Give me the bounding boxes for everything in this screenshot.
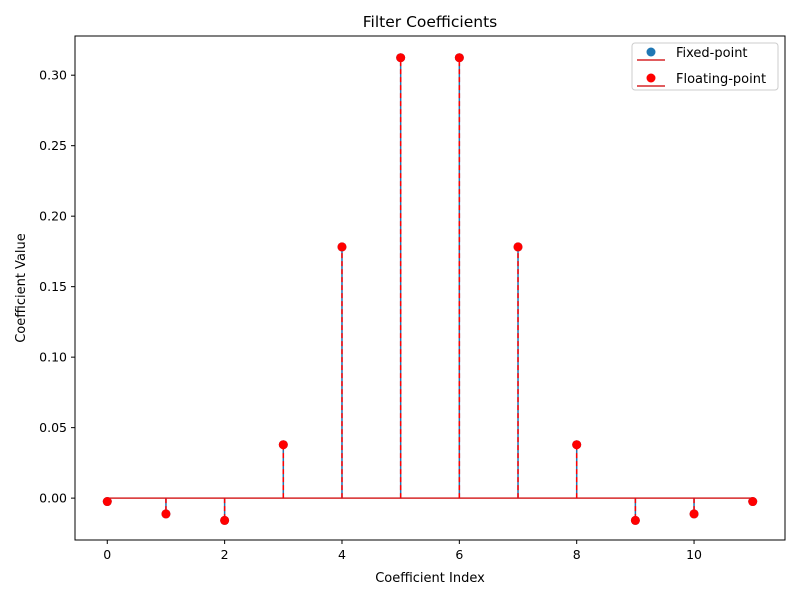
floating-point-marker [689,509,699,519]
legend-box [631,42,779,91]
x-tick-label: 8 [573,547,581,562]
floating-point-marker [337,242,347,252]
floating-point-marker [748,497,758,507]
y-tick-label: 0.15 [39,279,67,294]
floating-point-marker [454,53,464,63]
y-tick-label: 0.05 [39,420,67,435]
floating-point-marker [102,497,112,507]
floating-point-marker [572,440,582,450]
axes-frame [74,35,786,541]
x-axis-ticks: 0 2 4 6 8 10 [103,540,702,562]
legend: Fixed-point Floating-point [631,42,779,91]
floating-point-marker [220,515,230,525]
x-tick-label: 2 [221,547,229,562]
x-tick-label: 6 [455,547,463,562]
y-tick-label: 0.10 [39,350,67,365]
plot-area [102,53,758,525]
x-tick-label: 10 [686,547,702,562]
floating-point-marker [630,515,640,525]
legend-marker-swatch [646,73,656,83]
floating-point-marker [278,440,288,450]
y-tick-label: 0.30 [39,68,67,83]
floating-point-marker [513,242,523,252]
legend-label: Floating-point [676,72,766,87]
x-axis-label: Coefficient Index [375,571,485,586]
x-tick-label: 4 [338,547,346,562]
floating-point-marker [396,53,406,63]
legend-marker-swatch [646,47,656,57]
legend-label: Fixed-point [676,46,748,61]
y-axis-label: Coefficient Value [14,233,29,343]
y-tick-label: 0.25 [39,138,67,153]
y-tick-label: 0.00 [39,491,67,506]
y-tick-label: 0.20 [39,209,67,224]
x-tick-label: 0 [103,547,111,562]
chart-title: Filter Coefficients [363,13,497,31]
floating-point-marker [161,509,171,519]
y-axis-ticks: 0.00 0.05 0.10 0.15 0.20 0.25 0.30 [39,68,75,506]
